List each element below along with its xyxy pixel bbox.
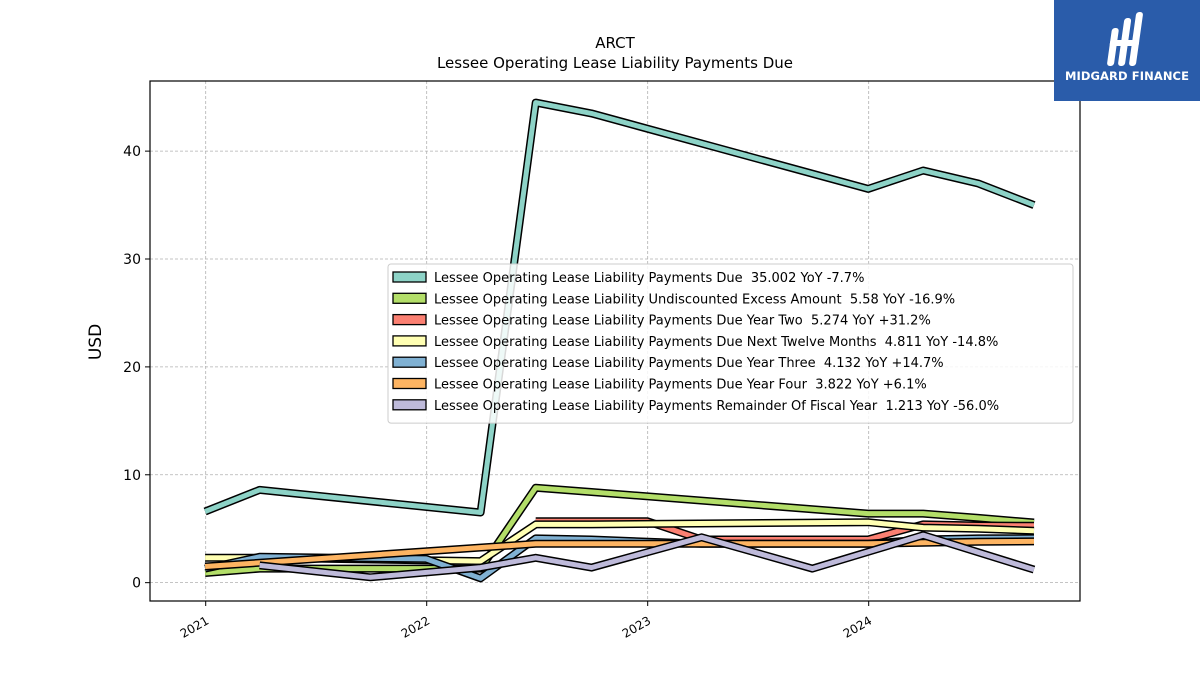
y-axis-label: USD [86, 324, 106, 360]
x-tick-label: 2021 [178, 613, 211, 640]
legend-entry: Lessee Operating Lease Liability Payment… [434, 399, 999, 414]
legend: Lessee Operating Lease Liability Payment… [387, 263, 1074, 424]
legend-swatch [392, 356, 427, 368]
x-tick-label: 2023 [620, 613, 653, 640]
legend-swatch [392, 271, 427, 283]
brand-name: MIDGARD FINANCE [1064, 69, 1190, 83]
legend-swatch [392, 399, 427, 411]
legend-entry: Lessee Operating Lease Liability Payment… [434, 335, 998, 350]
legend-entry: Lessee Operating Lease Liability Payment… [434, 314, 931, 329]
legend-entry: Lessee Operating Lease Liability Payment… [434, 378, 927, 393]
brand-mark-icon [1107, 12, 1143, 66]
plot-frame [149, 80, 1081, 602]
series-line [204, 538, 1035, 569]
x-tick-label: 2024 [841, 613, 874, 640]
legend-box [387, 263, 1074, 424]
series-layer [203, 98, 1036, 583]
y-tick-label: 40 [123, 144, 141, 160]
x-tick-label: 2022 [399, 613, 432, 640]
legend-entry: Lessee Operating Lease Liability Undisco… [434, 292, 955, 307]
legend-swatch [392, 313, 427, 326]
series-line [259, 532, 1035, 580]
legend-swatch [392, 335, 427, 347]
y-tick-label: 0 [132, 576, 141, 592]
series-line [204, 485, 1035, 576]
chart-subtitle: Lessee Operating Lease Liability Payment… [437, 54, 793, 72]
y-tick-label: 10 [123, 468, 141, 484]
y-tick-label: 20 [123, 360, 141, 376]
legend-entry: Lessee Operating Lease Liability Payment… [434, 271, 864, 286]
y-tick-label: 30 [123, 252, 141, 268]
legend-swatch [392, 292, 427, 304]
brand-logo: MIDGARD FINANCE [1054, 0, 1200, 101]
chart-title: ARCT [595, 34, 635, 52]
legend-entry: Lessee Operating Lease Liability Payment… [434, 356, 944, 371]
series-line [204, 100, 1035, 515]
legend-swatch [392, 377, 427, 390]
